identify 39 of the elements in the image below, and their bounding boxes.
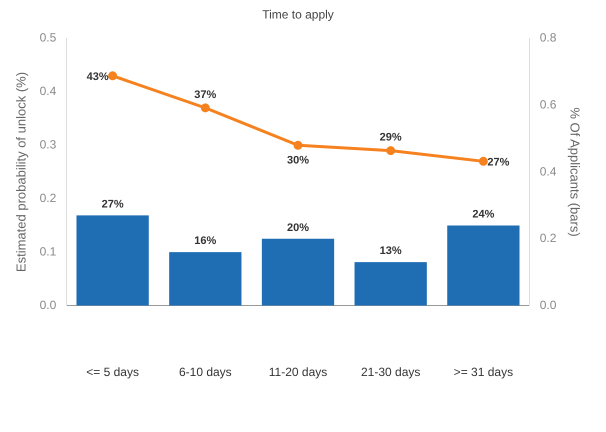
data-label: 29% (380, 132, 402, 144)
point (108, 71, 118, 80)
point (478, 156, 488, 166)
x-tick-label: <= 5 days (86, 365, 139, 380)
bar (262, 238, 334, 306)
x-tick-label: 21-30 days (361, 365, 420, 380)
y2-tick-label: 0.0 (540, 298, 557, 312)
bar (169, 252, 242, 306)
y-tick-label: 0.5 (40, 30, 57, 45)
x-tick-label: 11-20 days (268, 365, 328, 380)
point (200, 103, 210, 112)
data-label: 20% (286, 222, 310, 234)
y-axis-title: Estimated probability of unlock (%) (13, 72, 28, 272)
y2-tick-label: 0.4 (540, 164, 557, 178)
chart-title: Time to apply (262, 8, 334, 22)
y-tick-label: 0.2 (40, 191, 57, 206)
bar (354, 262, 427, 306)
y2-axis-title: % Of Applicants (bars) (568, 107, 583, 237)
y2-tick-label: 0.2 (540, 231, 557, 246)
y2-tick-label: 0.6 (540, 98, 557, 112)
y2-tick-label: 0.8 (540, 30, 557, 45)
y-tick-label: 0.3 (40, 138, 57, 152)
bar (76, 215, 149, 306)
data-label: 24% (472, 208, 495, 220)
data-label: 27% (487, 156, 510, 168)
point (386, 146, 396, 156)
y-tick-label: 0.0 (40, 298, 57, 312)
data-label: 16% (194, 235, 217, 248)
y-tick-label: 0.4 (40, 84, 57, 98)
data-label: 13% (380, 245, 402, 258)
data-label: 37% (194, 88, 217, 101)
data-label: 30% (286, 154, 310, 166)
data-label: 27% (102, 198, 124, 210)
x-tick-label: >= 31 days (454, 365, 514, 380)
bar (447, 225, 520, 306)
x-tick-label: 6-10 days (178, 365, 232, 380)
point (294, 140, 302, 150)
data-label: 43% (86, 70, 109, 83)
y-tick-label: 0.1 (40, 244, 57, 258)
